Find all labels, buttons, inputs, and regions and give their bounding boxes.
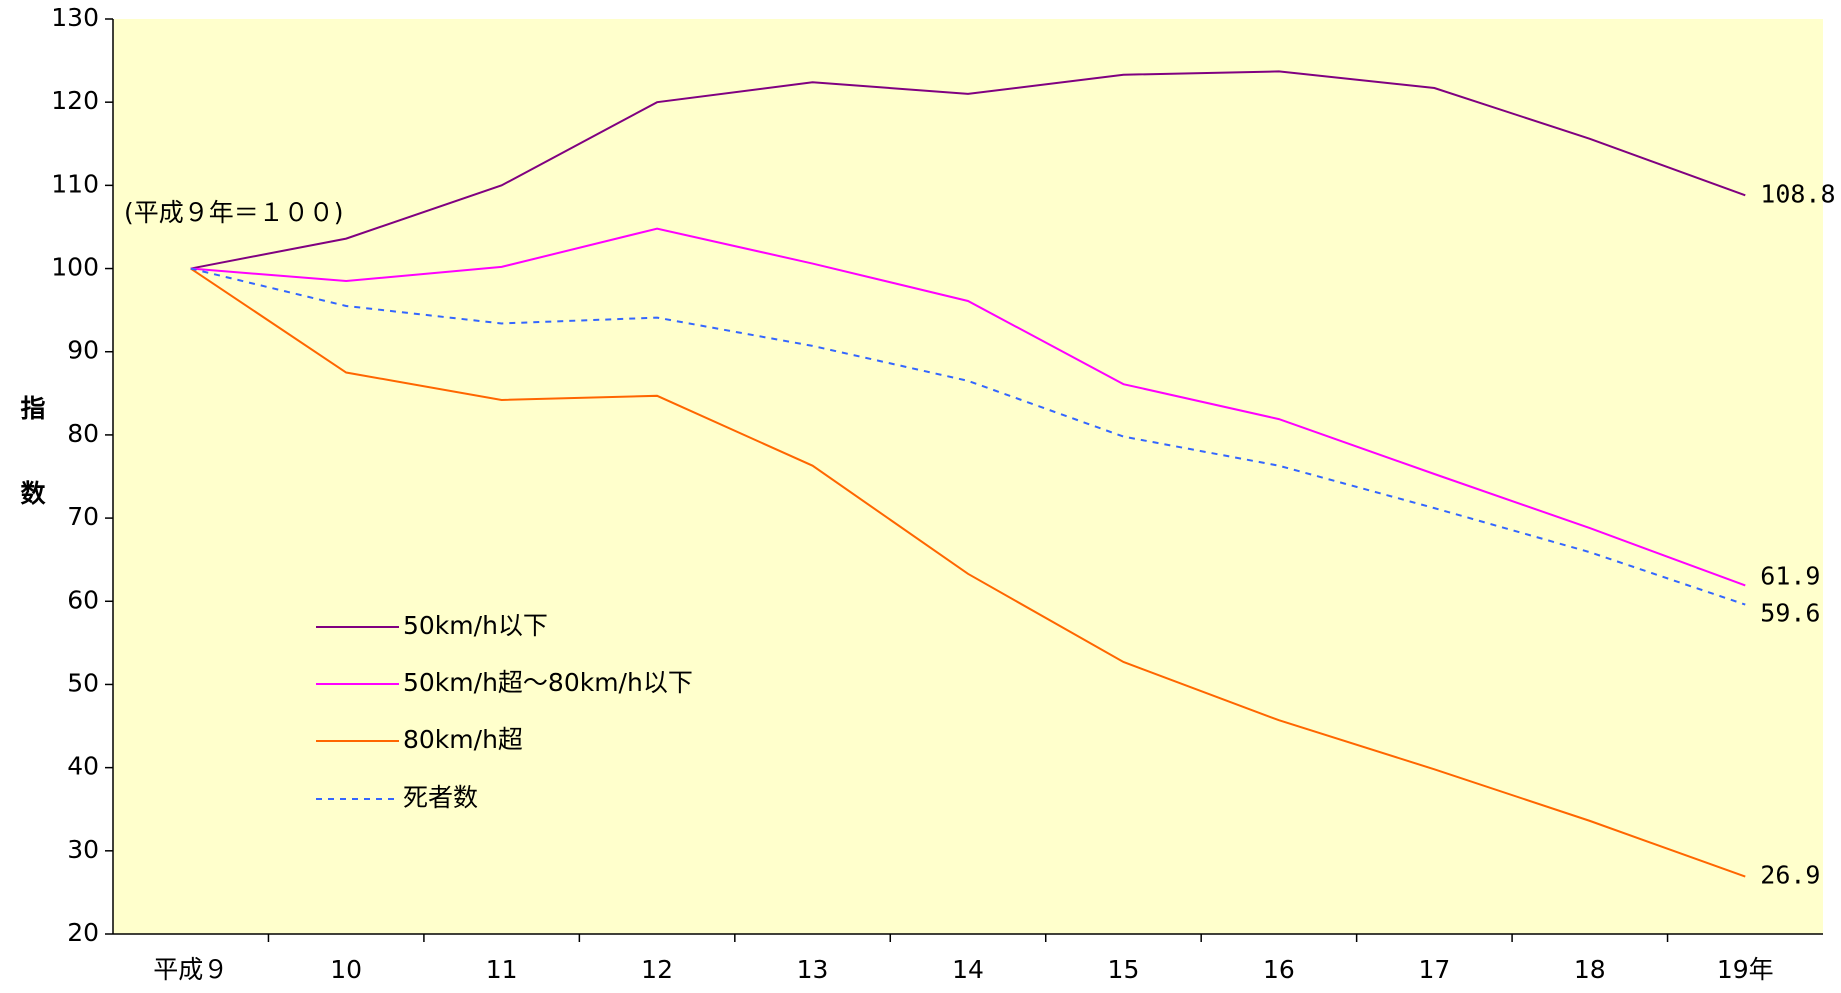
series-line bbox=[190, 70, 1746, 270]
y-tick-label: 50 bbox=[67, 668, 99, 697]
y-tick-label: 40 bbox=[67, 752, 99, 781]
series-line bbox=[190, 267, 1746, 878]
legend-label: 80km/h超 bbox=[403, 725, 523, 754]
legend-label: 死者数 bbox=[403, 783, 478, 812]
y-tick-label: 30 bbox=[67, 835, 99, 864]
series-line bbox=[190, 227, 1746, 587]
y-tick-label: 100 bbox=[51, 253, 99, 282]
y-tick-label: 20 bbox=[67, 918, 99, 947]
x-tick-label: 14 bbox=[952, 955, 984, 984]
y-tick-label: 110 bbox=[51, 169, 99, 198]
x-tick-label: 18 bbox=[1574, 955, 1606, 984]
annotation: (平成９年＝１００) bbox=[124, 198, 344, 227]
x-tick-label: 19年 bbox=[1717, 955, 1774, 984]
y-axis-label: 指数 bbox=[17, 395, 46, 565]
y-tick-label: 70 bbox=[67, 502, 99, 531]
x-tick-label: 13 bbox=[797, 955, 829, 984]
end-value-label: 59.6 bbox=[1760, 599, 1820, 628]
x-tick-label: 15 bbox=[1108, 955, 1140, 984]
x-tick-label: 10 bbox=[330, 955, 362, 984]
end-value-label: 26.9 bbox=[1760, 861, 1820, 890]
end-value-label: 108.8 bbox=[1760, 179, 1835, 208]
y-tick-label: 80 bbox=[67, 419, 99, 448]
end-value-label: 61.9 bbox=[1760, 561, 1820, 590]
y-tick-label: 60 bbox=[67, 585, 99, 614]
y-tick-label: 90 bbox=[67, 336, 99, 365]
y-tick-label: 130 bbox=[51, 3, 99, 32]
legend-label: 50km/h以下 bbox=[403, 611, 548, 640]
y-tick-label: 120 bbox=[51, 86, 99, 115]
x-tick-label: 平成９ bbox=[153, 955, 228, 984]
plot-area bbox=[113, 19, 1823, 934]
x-tick-label: 11 bbox=[486, 955, 518, 984]
legend-label: 50km/h超～80km/h以下 bbox=[403, 668, 693, 697]
series-line bbox=[190, 267, 1746, 606]
x-tick-label: 12 bbox=[641, 955, 673, 984]
x-tick-label: 17 bbox=[1418, 955, 1450, 984]
x-tick-label: 16 bbox=[1263, 955, 1295, 984]
